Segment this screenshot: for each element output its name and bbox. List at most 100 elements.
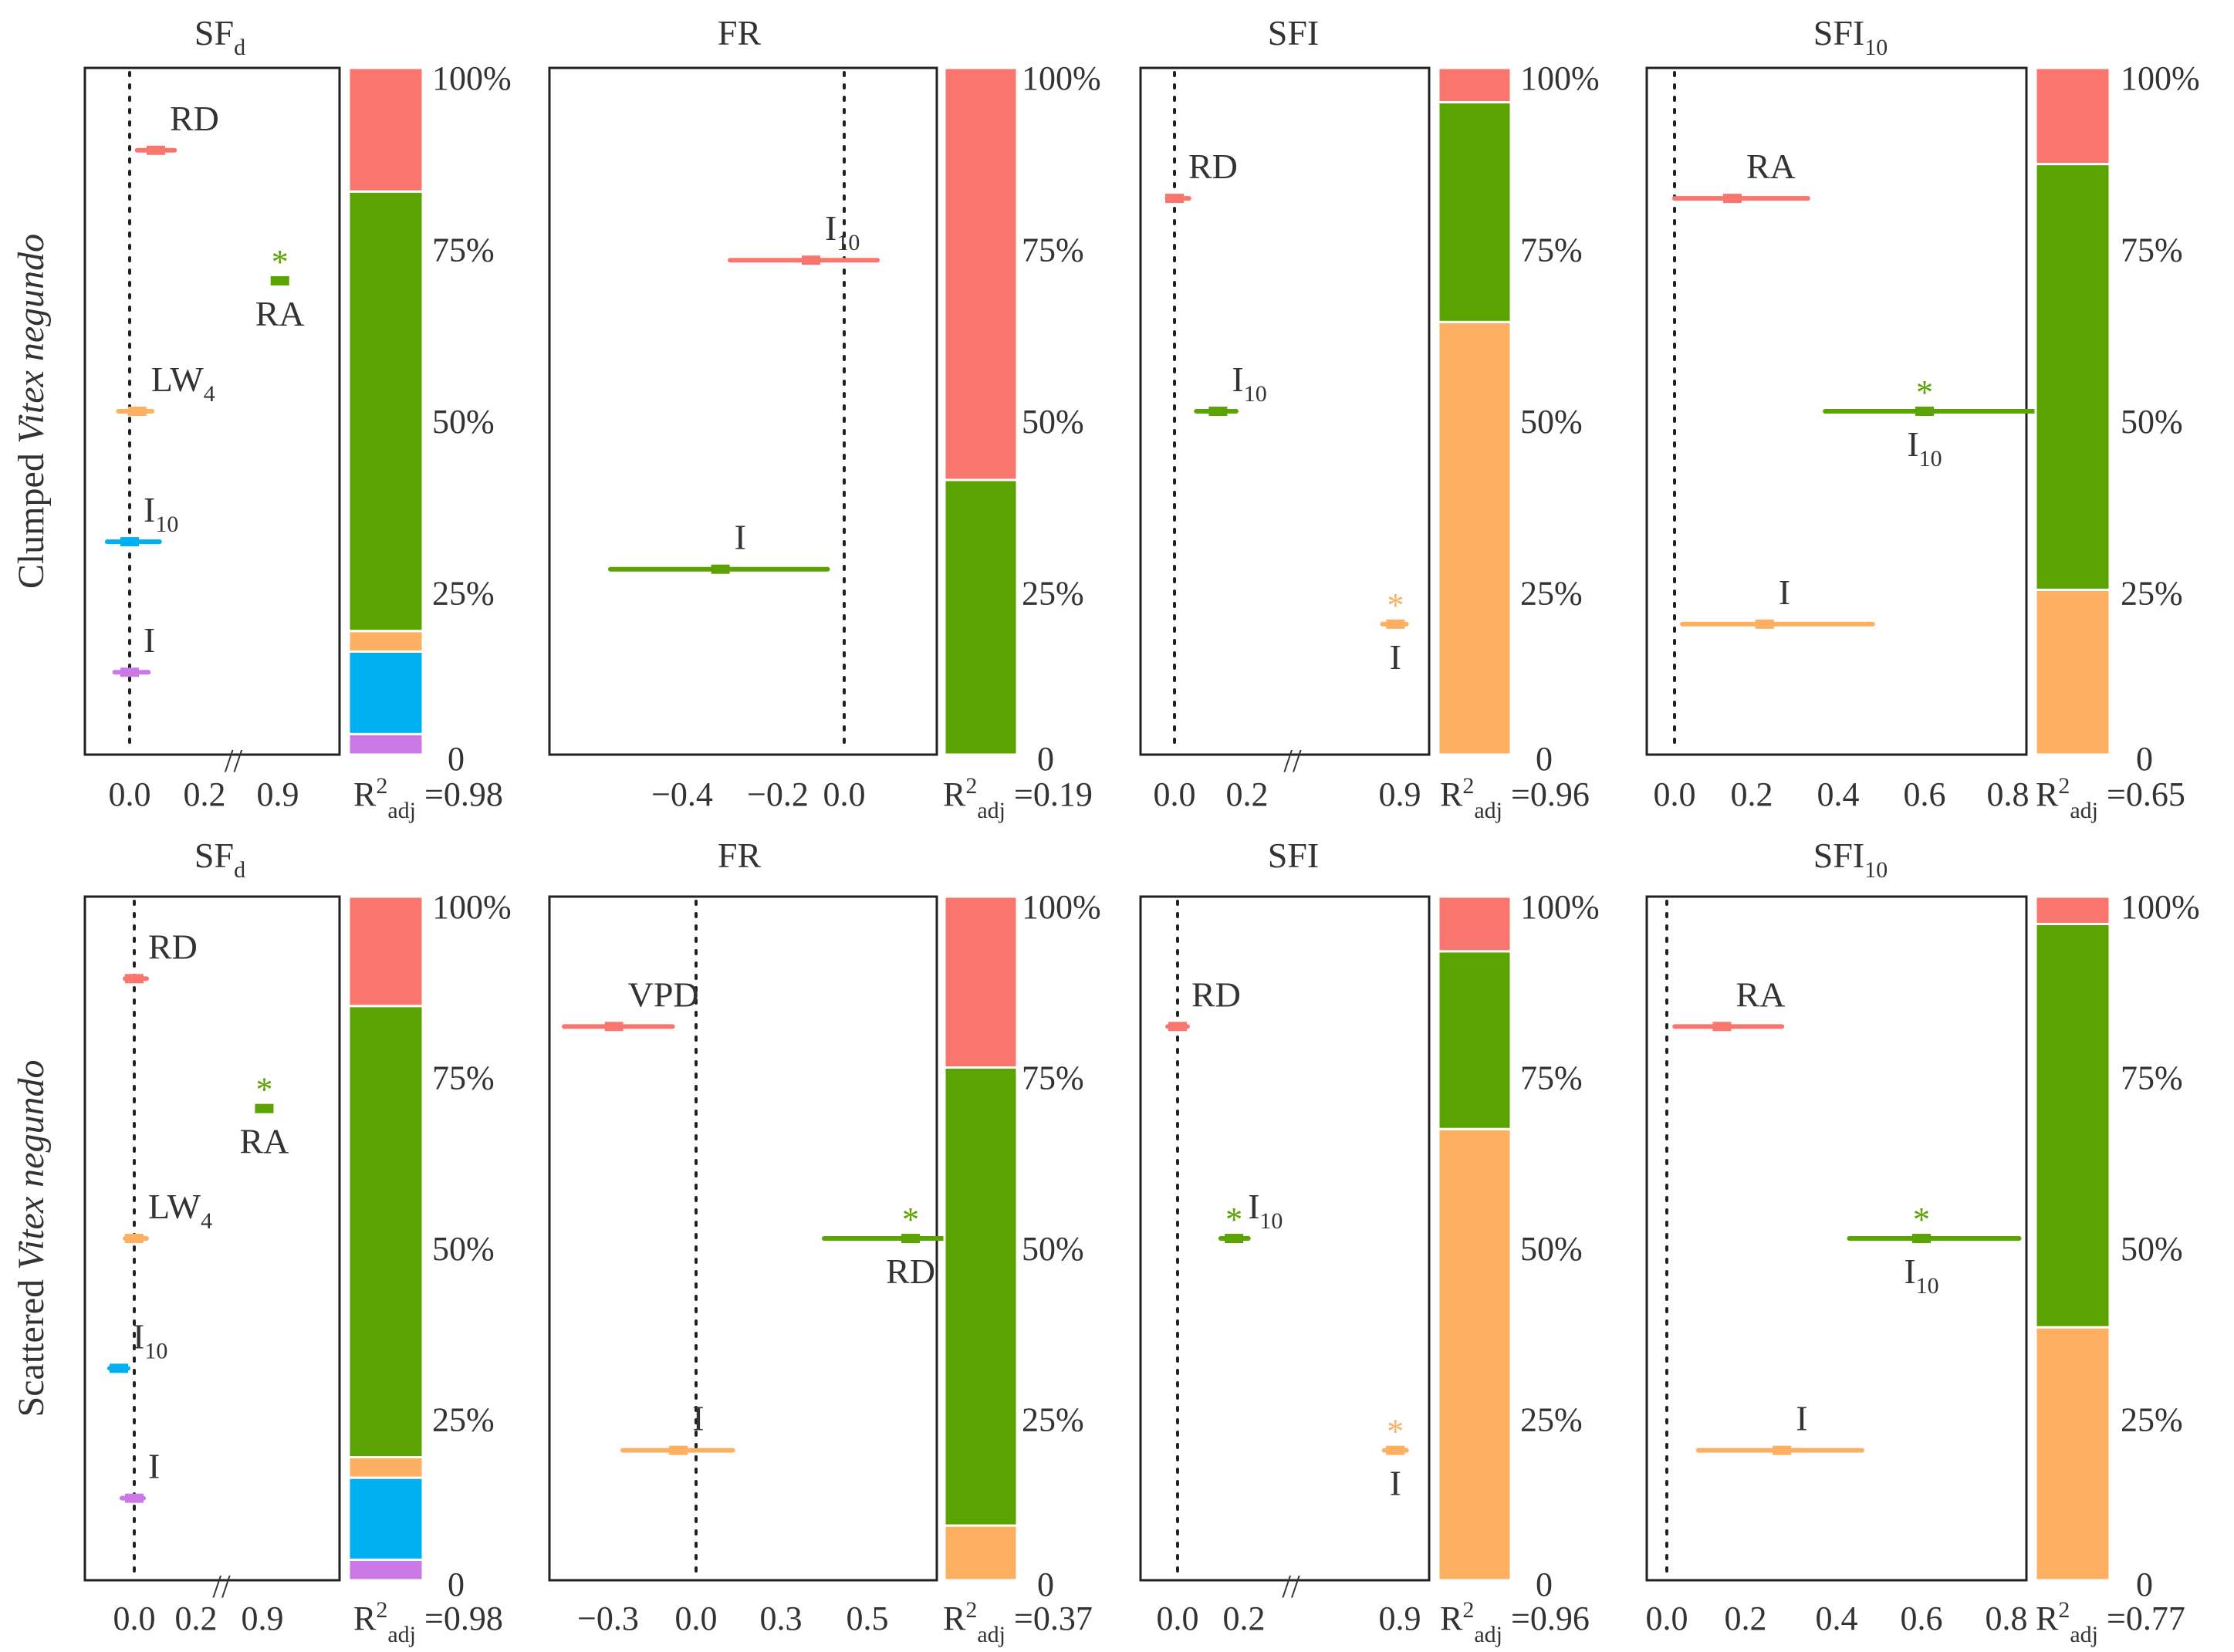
estimate-marker-i [711,564,730,574]
stack-tick-label: 100% [432,888,512,926]
stack-segment-rd [1437,895,1512,953]
x-tick-label: 0.6 [1901,1600,1943,1637]
x-tick-label: −0.4 [651,775,713,813]
estimate-marker-rd [1168,1022,1187,1032]
panel-4: SFd 0.0 0.2 0.9 // RD RA * LW4 I10 I 100% 75% 50% 25% 0… [83,836,512,1647]
stack-tick-label: 75% [2121,1059,2183,1097]
panel-0: SFd 0.0 0.2 0.9 // RD RA * LW4 I10 I 100% 75% 50% 25% 0… [83,13,512,823]
estimate-marker-rd [901,1234,920,1243]
stack-segment-i_green [943,478,1019,756]
x-tick-label: 0.2 [1223,1600,1266,1637]
term-label: RD [148,927,198,966]
panel-frame [1139,895,1431,1582]
stack-segment-i10_red [943,66,1019,481]
r2-label: R2adj =0.65 [2036,773,2185,823]
term-label: RA [255,294,305,333]
estimate-marker-vpd [604,1022,624,1032]
stack-tick-label: 100% [2121,59,2200,97]
term-label: I10 [133,1316,167,1363]
term-label: I [144,620,155,660]
panel-title: SFI [1268,13,1319,52]
stack-tick-label: 50% [432,403,495,441]
stack-tick-label: 25% [1022,1401,1084,1439]
estimate-marker-i [1386,619,1405,629]
x-tick-label: 0.0 [675,1600,718,1637]
stack-tick-label: 100% [1520,59,1600,97]
significance-star: * [255,1071,272,1109]
stack-tick-label: 100% [1520,888,1600,926]
stack-tick-label: 75% [432,1059,495,1097]
panel-frame [548,66,938,756]
panel-5: FR −0.3 0.0 0.3 0.5 VPD RD * I 100% 75% 50% 25% 0R2ad… [548,836,1101,1647]
stack-tick-label: 25% [432,575,495,613]
estimate-marker-rd [146,145,165,155]
stack-tick-label: 75% [1520,231,1583,269]
stack-segment-rd [1437,66,1512,103]
panel-frame [1645,895,2028,1582]
stack-segment-i10_tree [347,650,424,735]
stack-tick-label: 50% [432,1230,495,1268]
panel-7: SFI10 0.0 0.2 0.4 0.6 0.8 RA I10 * I 100% 75% 50% 25%… [1645,836,2200,1647]
term-label: RD [886,1252,935,1291]
estimate-marker-i10 [1208,407,1228,416]
term-label: I [1779,573,1790,612]
term-label: RD [170,99,219,138]
stack-tick-label: 100% [1022,59,1101,97]
significance-star: * [1916,373,1933,411]
panel-3: SFI10 0.0 0.2 0.4 0.6 0.8 RA I10 * I 100% 75% 50% 25%… [1645,13,2200,823]
stack-segment-ra_red [2034,66,2111,166]
stack-tick-label: 75% [1520,1059,1583,1097]
estimate-marker-i [1755,619,1774,629]
stack-segment-i10_tree [347,1476,424,1561]
stack-segment-i10_green [2034,163,2111,591]
stack-segment-rd [347,895,424,1008]
r2-label: R2adj =0.98 [353,1597,503,1647]
x-tick-label: −0.3 [577,1600,639,1637]
estimate-marker-ra [270,275,289,285]
estimate-marker-lw4 [125,1234,144,1243]
estimate-marker-i10 [110,1363,128,1373]
stack-segment-lw4 [347,1456,424,1479]
x-tick-label: 0.6 [1904,775,1946,813]
estimate-marker-i [120,667,139,677]
x-tick-label: 0.2 [1226,775,1269,813]
r2-label: R2adj =0.96 [1440,1597,1590,1647]
panel-title: FR [718,836,762,875]
x-tick-label: 0.9 [1379,775,1421,813]
stack-tick-label: 25% [2121,575,2183,613]
stack-segment-i_tree [347,1558,424,1582]
x-tick-label: 0.9 [1379,1600,1421,1637]
x-tick-label: 0.0 [1154,775,1196,813]
estimate-marker-i10 [1915,407,1934,416]
estimate-marker-ra [1712,1022,1732,1032]
term-label: I10 [825,208,860,255]
estimate-marker-i [669,1445,688,1455]
x-tick-label: 0.2 [1725,1600,1767,1637]
row-label-0: Clumped Vitex negundo [11,234,52,589]
x-tick-label: 0.0 [1654,775,1696,813]
axis-break-mark: // [225,744,243,779]
panel-title: SFd [194,13,245,60]
r2-label: R2adj =0.19 [943,773,1093,823]
row-label-1: Scattered Vitex negundo [11,1060,52,1417]
stack-tick-label: 0 [448,740,465,778]
term-label: I [692,1399,704,1438]
r2-label: R2adj =0.96 [1440,773,1590,823]
term-label: I10 [1248,1187,1283,1234]
stack-segment-i_orange [943,1524,1019,1582]
x-tick-label: 0.0 [1157,1600,1199,1637]
term-label: I [1390,1464,1401,1503]
stack-tick-label: 100% [2121,888,2200,926]
stack-tick-label: 100% [1022,888,1101,926]
significance-star: * [1225,1201,1242,1238]
term-label: I [1390,637,1401,677]
panel-frame [1139,66,1431,756]
stack-segment-ra [347,1005,424,1459]
stack-tick-label: 75% [1022,231,1084,269]
stack-tick-label: 50% [1520,403,1583,441]
stack-tick-label: 25% [1022,575,1084,613]
stack-tick-label: 75% [1022,1059,1084,1097]
stack-tick-label: 75% [2121,231,2183,269]
stack-segment-i_orange [2034,588,2111,756]
estimate-marker-rd [1165,194,1184,204]
